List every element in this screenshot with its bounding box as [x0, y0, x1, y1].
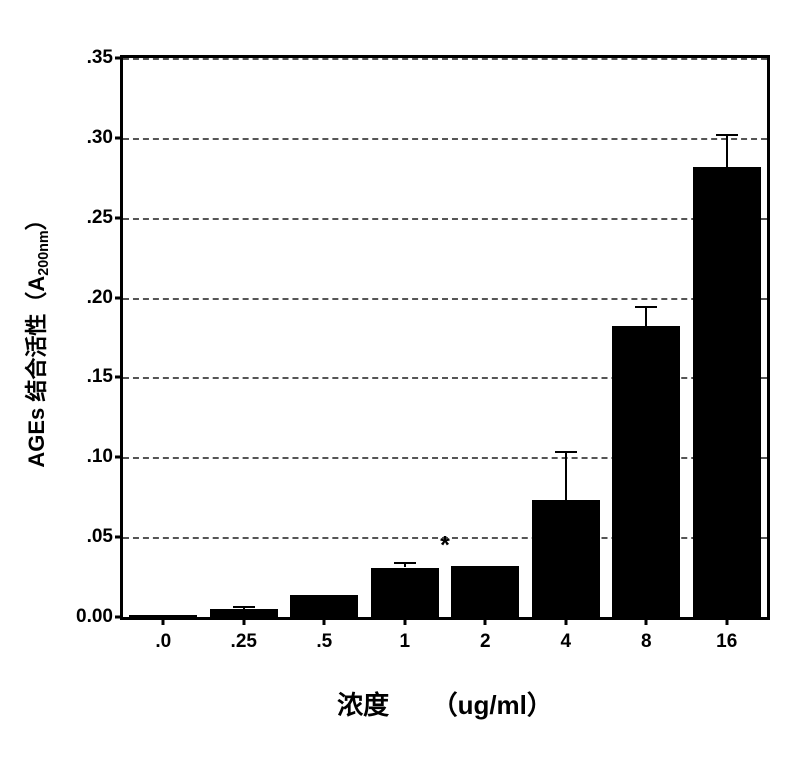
- error-bar-cap: [233, 606, 255, 608]
- significance-star: *: [440, 531, 450, 560]
- chart-figure: 0.00.05.10.15.20.25.30.35.0.25.5*124816 …: [0, 0, 800, 772]
- bar: [210, 609, 278, 617]
- y-tick-label: .05: [87, 526, 123, 548]
- x-tick-label: 1: [399, 617, 410, 653]
- x-axis-label: 浓度 （ug/ml）: [337, 685, 553, 722]
- grid-line: [123, 218, 767, 220]
- x-tick-label: .25: [231, 617, 257, 653]
- x-tick-label: 2: [480, 617, 491, 653]
- y-tick-label: .30: [87, 127, 123, 149]
- x-axis-label-unit: （ug/ml）: [432, 690, 553, 720]
- bar: [290, 595, 358, 617]
- x-tick-label: .0: [155, 617, 171, 653]
- grid-line: [123, 298, 767, 300]
- y-axis-label: AGEs 结合活性（A200nm）: [19, 208, 51, 467]
- y-tick-label: .10: [87, 446, 123, 468]
- error-bar-cap: [394, 562, 416, 564]
- error-bar-cap: [716, 134, 738, 136]
- x-tick-label: 8: [641, 617, 652, 653]
- x-tick-label: .5: [316, 617, 332, 653]
- bar: [612, 326, 680, 617]
- bar: [451, 566, 519, 617]
- error-bar: [565, 452, 567, 500]
- plot-area: 0.00.05.10.15.20.25.30.35.0.25.5*124816: [120, 55, 770, 620]
- bar: [532, 500, 600, 617]
- y-tick-label: .35: [87, 47, 123, 69]
- error-bar: [726, 135, 728, 167]
- x-axis-label-main: 浓度: [337, 690, 389, 720]
- grid-line: [123, 58, 767, 60]
- bar: [693, 167, 761, 617]
- y-tick-label: .25: [87, 207, 123, 229]
- error-bar: [645, 307, 647, 326]
- y-tick-label: .20: [87, 287, 123, 309]
- y-tick-label: .15: [87, 366, 123, 388]
- bar: [371, 568, 439, 618]
- grid-line: [123, 138, 767, 140]
- x-tick-label: 4: [560, 617, 571, 653]
- error-bar-cap: [635, 306, 657, 308]
- y-tick-label: 0.00: [76, 606, 123, 628]
- x-tick-label: 16: [716, 617, 737, 653]
- error-bar-cap: [555, 451, 577, 453]
